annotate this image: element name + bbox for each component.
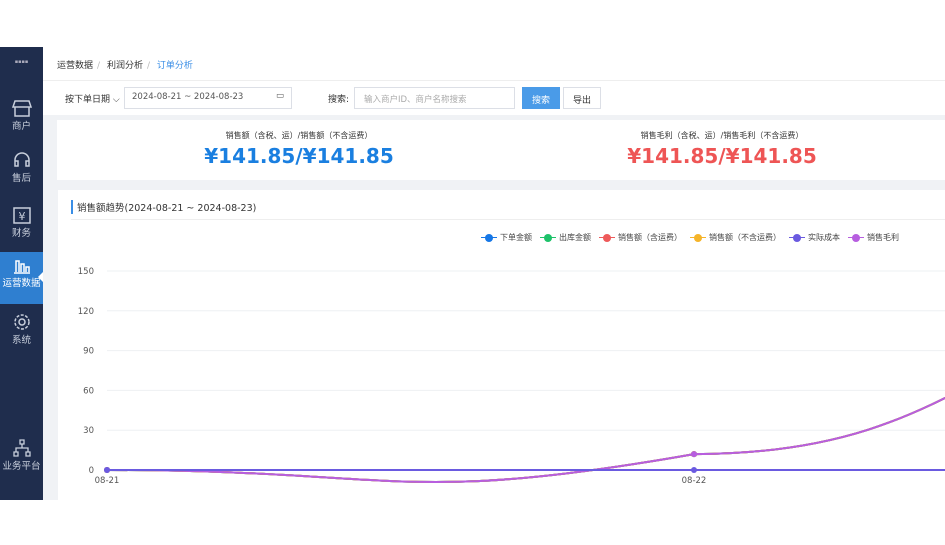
sidebar-item-label: 业务平台 bbox=[2, 461, 41, 472]
legend-item[interactable]: 实际成本 bbox=[789, 232, 840, 243]
date-type-select[interactable]: 按下单日期 ⌵ bbox=[65, 92, 120, 105]
sales-value: ¥141.85/¥141.85 bbox=[204, 144, 394, 168]
search-button[interactable]: 搜索 bbox=[522, 87, 561, 109]
date-range-picker[interactable]: 2024-08-21 ~ 2024-08-23 ▭ bbox=[124, 87, 292, 109]
legend-marker-icon bbox=[848, 233, 864, 242]
breadcrumb-item[interactable]: 运营数据 bbox=[57, 61, 94, 71]
legend-marker-icon bbox=[690, 233, 706, 242]
sidebar-item-label: 运营数据 bbox=[2, 278, 41, 289]
filter-bar: 按下单日期 ⌵ 2024-08-21 ~ 2024-08-23 ▭ 搜索: 输入商… bbox=[43, 80, 945, 115]
sidebar-item-aftersales[interactable]: 售后 bbox=[0, 147, 43, 199]
y-tick-label: 0 bbox=[89, 466, 94, 476]
y-tick-label: 150 bbox=[78, 267, 94, 277]
gear-icon bbox=[13, 314, 30, 330]
legend-item[interactable]: 出库金额 bbox=[540, 232, 591, 243]
legend-item[interactable]: 下单金额 bbox=[481, 232, 532, 243]
legend-marker-icon bbox=[599, 233, 615, 242]
x-tick-label: 08-22 bbox=[682, 476, 707, 486]
store-icon bbox=[11, 100, 32, 117]
sidebar-item-business-platform[interactable]: 业务平台 bbox=[0, 435, 43, 487]
sidebar-item-operations[interactable]: 运营数据 bbox=[0, 252, 43, 304]
search-label: 搜索: bbox=[328, 95, 350, 105]
svg-text:¥: ¥ bbox=[18, 210, 25, 223]
yen-icon: ¥ bbox=[12, 207, 31, 224]
sales-label: 销售额（含税、运）/销售额（不含运费） bbox=[225, 131, 373, 140]
legend-item[interactable]: 销售额（含运费） bbox=[599, 232, 682, 243]
breadcrumb: 运营数据 / 利润分析 / 订单分析 bbox=[43, 47, 945, 80]
sidebar-item-label: 财务 bbox=[11, 228, 31, 239]
legend-label: 下单金额 bbox=[500, 233, 532, 242]
legend-item[interactable]: 销售毛利 bbox=[848, 232, 899, 243]
profit-label: 销售毛利（含税、运）/销售毛利（不含运费） bbox=[640, 131, 804, 140]
date-range-value: 2024-08-21 ~ 2024-08-23 bbox=[132, 92, 244, 102]
profit-value: ¥141.85/¥141.85 bbox=[627, 144, 817, 168]
summary-cards: 销售额（含税、运）/销售额（不含运费） ¥141.85/¥141.85 销售毛利… bbox=[57, 120, 945, 180]
bar-chart-icon bbox=[13, 260, 30, 274]
logo: ▪▪▪▪ bbox=[14, 59, 29, 65]
breadcrumb-item[interactable]: 利润分析 bbox=[106, 61, 143, 71]
calendar-icon: ▭ bbox=[275, 91, 284, 101]
date-type-label: 按下单日期 bbox=[65, 95, 111, 105]
breadcrumb-current: 订单分析 bbox=[156, 61, 193, 71]
legend-label: 销售毛利 bbox=[867, 233, 899, 242]
search-input[interactable]: 输入商户ID、商户名称搜索 bbox=[354, 87, 515, 109]
sidebar-item-label: 系统 bbox=[11, 335, 31, 346]
y-tick-label: 30 bbox=[83, 426, 94, 436]
series-line bbox=[106, 396, 945, 484]
legend-label: 销售额（含运费） bbox=[618, 233, 682, 242]
main-content: 运营数据 / 利润分析 / 订单分析 按下单日期 ⌵ 2024-08-21 ~ 20… bbox=[43, 47, 945, 500]
sidebar-item-finance[interactable]: ¥ 财务 bbox=[0, 202, 43, 254]
headset-icon bbox=[13, 152, 30, 167]
sidebar: ▪▪▪▪ 商户 售后 ¥ 财务 运营数据 系统 业务平台 bbox=[0, 47, 43, 500]
x-tick-label: 08-21 bbox=[95, 476, 120, 486]
series-line bbox=[106, 396, 945, 484]
data-point bbox=[691, 467, 697, 473]
sales-card: 销售额（含税、运）/销售额（不含运费） ¥141.85/¥141.85 bbox=[139, 130, 459, 168]
legend-item[interactable]: 销售额（不含运费） bbox=[690, 232, 781, 243]
sales-trend-panel: 销售额趋势(2024-08-21 ~ 2024-08-23) 0 30 60 90 12… bbox=[58, 190, 945, 500]
sidebar-item-label: 售后 bbox=[11, 173, 31, 184]
chart-title: 销售额趋势(2024-08-21 ~ 2024-08-23) bbox=[71, 200, 256, 214]
export-button[interactable]: 导出 bbox=[563, 87, 602, 109]
sidebar-item-label: 商户 bbox=[11, 121, 31, 132]
data-point bbox=[104, 467, 110, 473]
y-tick-label: 120 bbox=[78, 307, 94, 317]
series-line bbox=[106, 396, 945, 484]
y-tick-label: 60 bbox=[83, 386, 94, 396]
data-point bbox=[691, 451, 697, 458]
y-tick-label: 90 bbox=[83, 347, 94, 357]
profit-card: 销售毛利（含税、运）/销售毛利（不含运费） ¥141.85/¥141.85 bbox=[562, 130, 882, 168]
chevron-down-icon: ⌵ bbox=[112, 95, 120, 105]
legend-marker-icon bbox=[481, 233, 497, 242]
legend-label: 出库金额 bbox=[559, 233, 591, 242]
legend-label: 销售额（不含运费） bbox=[709, 233, 781, 242]
sidebar-item-merchant[interactable]: 商户 bbox=[0, 95, 43, 147]
series-line bbox=[106, 396, 945, 484]
series-line bbox=[106, 396, 945, 484]
legend-marker-icon bbox=[540, 233, 556, 242]
legend-label: 实际成本 bbox=[808, 233, 840, 242]
legend-marker-icon bbox=[789, 233, 805, 242]
chart-legend: 下单金额 出库金额 销售额（含运费） 销售额（不含运费） 实际成本 销售毛利 bbox=[481, 232, 907, 243]
network-icon bbox=[12, 439, 31, 457]
sidebar-item-system[interactable]: 系统 bbox=[0, 309, 43, 361]
